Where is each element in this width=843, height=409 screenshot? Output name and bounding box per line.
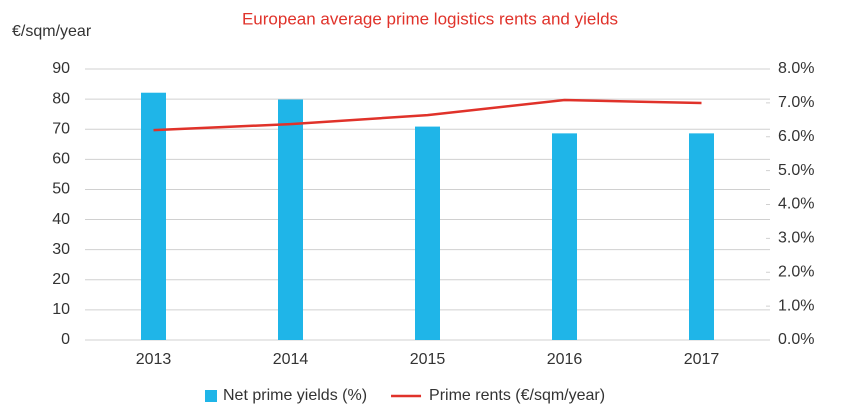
x-tick-label: 2013 xyxy=(136,351,172,368)
legend-label: Prime rents (€/sqm/year) xyxy=(429,387,605,404)
y-tick-label: 90 xyxy=(52,60,70,77)
y-tick-label: 30 xyxy=(52,241,70,258)
y2-tick-label: 0.0% xyxy=(778,331,814,348)
legend-label: Net prime yields (%) xyxy=(223,387,367,404)
x-tick-label: 2014 xyxy=(273,351,309,368)
y-tick-label: 60 xyxy=(52,151,70,168)
y-tick-label: 10 xyxy=(52,301,70,318)
y-axis-label: €/sqm/year xyxy=(12,23,92,40)
y-tick-label: 0 xyxy=(61,331,70,348)
x-tick-label: 2016 xyxy=(547,351,583,368)
y2-tick-label: 4.0% xyxy=(778,196,814,213)
bar xyxy=(552,133,577,340)
bar xyxy=(278,99,303,340)
y-tick-label: 80 xyxy=(52,90,70,107)
y2-tick-label: 1.0% xyxy=(778,297,814,314)
legend-swatch xyxy=(205,390,217,402)
y-tick-label: 50 xyxy=(52,181,70,198)
bar xyxy=(415,126,440,341)
y2-tick-label: 5.0% xyxy=(778,162,814,179)
y-tick-label: 70 xyxy=(52,120,70,137)
bar xyxy=(141,92,166,341)
x-tick-label: 2017 xyxy=(684,351,720,368)
bar xyxy=(689,133,714,340)
y-tick-label: 20 xyxy=(52,271,70,288)
y2-tick-label: 8.0% xyxy=(778,60,814,77)
chart-title: European average prime logistics rents a… xyxy=(242,9,618,28)
x-tick-label: 2015 xyxy=(410,351,446,368)
y2-tick-label: 3.0% xyxy=(778,230,814,247)
y-tick-label: 40 xyxy=(52,211,70,228)
y2-tick-label: 7.0% xyxy=(778,94,814,111)
y2-tick-label: 6.0% xyxy=(778,128,814,145)
line xyxy=(153,98,702,132)
y2-tick-label: 2.0% xyxy=(778,263,814,280)
